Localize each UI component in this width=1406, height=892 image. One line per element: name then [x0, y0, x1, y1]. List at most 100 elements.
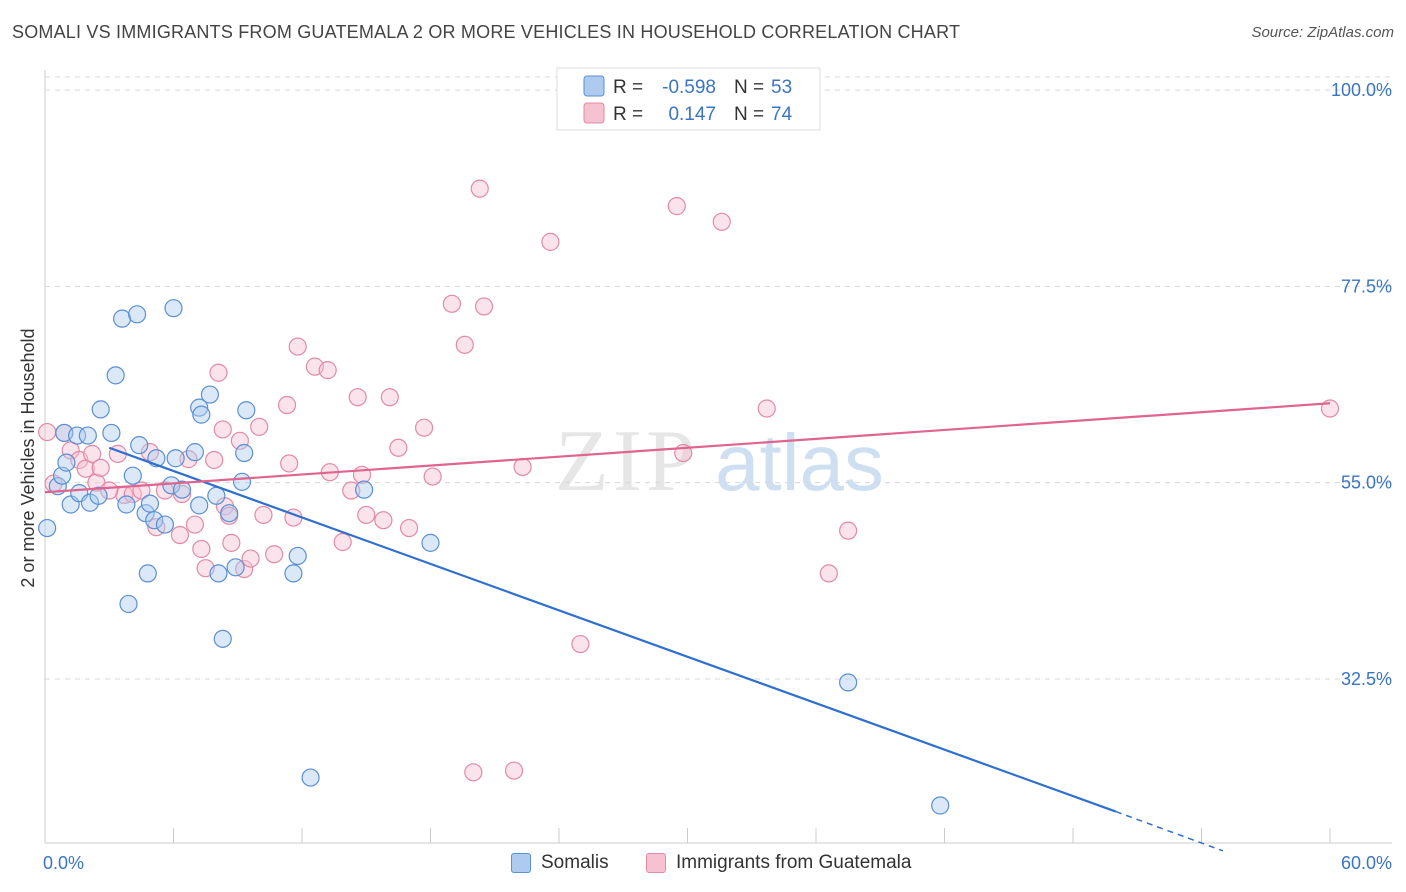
somali-point [130, 436, 149, 455]
guatemala-point [38, 422, 57, 442]
guatemala-point [1320, 399, 1340, 418]
guatemala-point [757, 399, 776, 418]
legend-swatch-somalis [583, 75, 605, 97]
guatemala-point [839, 521, 858, 540]
guatemala-point [819, 564, 838, 583]
somali-point [38, 518, 57, 538]
guatemala-point [280, 454, 299, 473]
guatemala-point [399, 518, 419, 538]
somali-point [284, 564, 303, 583]
legend-n-label-1: N = [734, 77, 764, 98]
somali-point [117, 495, 136, 514]
guatemala-point [254, 505, 273, 525]
guatemala-point [213, 420, 232, 439]
watermark-atlas: atlas [715, 418, 884, 507]
somali-point [162, 476, 181, 495]
y-tick-label: 77.5% [1341, 276, 1392, 296]
guatemala-point [288, 337, 307, 356]
somali-point [232, 472, 252, 491]
guatemala-point [179, 450, 198, 469]
guatemala-point [541, 232, 560, 251]
guatemala-point [357, 505, 376, 525]
guatemala-point [318, 361, 337, 380]
guatemala-point [380, 388, 399, 407]
somali-point [288, 546, 307, 566]
legend-n-value-1: 53 [771, 77, 792, 98]
somali-point [127, 305, 147, 324]
somali-point [192, 405, 211, 424]
somali-point [209, 564, 228, 583]
somali-point [155, 515, 175, 534]
guatemala-point [185, 515, 205, 534]
somali-point [140, 494, 160, 513]
somali-point [355, 480, 374, 499]
chart-source: Source: ZipAtlas.com [1251, 24, 1394, 41]
y-tick-label: 55.0% [1341, 473, 1392, 493]
guatemala-point [241, 549, 260, 568]
legend-swatch-somalis-bottom [511, 853, 531, 873]
guatemala-point [423, 467, 442, 486]
guatemala-point [455, 335, 474, 354]
somali-point [207, 486, 226, 505]
guatemala-point [277, 395, 297, 415]
somali-point [102, 423, 121, 443]
x-tick-label-min: 0.0% [43, 853, 84, 873]
watermark-zip: ZIP [555, 413, 699, 510]
correlation-legend: R = -0.598 N = 53 R = 0.147 N = 74 [556, 67, 821, 131]
series-legend: Somalis Immigrants from Guatemala [0, 850, 1406, 880]
grid [45, 76, 1392, 680]
somali-point [220, 504, 239, 523]
guatemala-point [83, 444, 102, 463]
y-tick-labels: 32.5% 55.0% 77.5% 100.0% [1331, 80, 1392, 689]
y-tick-label: 100.0% [1331, 80, 1392, 100]
legend-swatch-guatemala-bottom [646, 853, 666, 873]
somali-point [123, 466, 142, 485]
chart-title: SOMALI VS IMMIGRANTS FROM GUATEMALA 2 OR… [12, 22, 961, 42]
somali-point [145, 511, 164, 530]
somali-point [839, 673, 858, 692]
guatemala-point [474, 297, 494, 316]
somali-point [91, 400, 110, 419]
legend-r-label-2: R = [613, 104, 643, 125]
somali-point [213, 629, 232, 648]
legend-item-somalis: Somalis [511, 852, 609, 874]
y-axis-label: 2 or more Vehicles in Household [18, 328, 38, 587]
guatemala-point [504, 761, 524, 780]
somali-point [57, 453, 76, 472]
guatemala-point [265, 545, 284, 564]
x-tick-label-max: 60.0% [1341, 853, 1392, 873]
guatemala-point [209, 363, 228, 382]
somali-point [235, 443, 254, 463]
somali-point [89, 486, 108, 505]
guatemala-point [91, 458, 110, 477]
somali-point [237, 401, 256, 420]
legend-n-label-2: N = [734, 104, 764, 125]
somali-point [190, 398, 209, 417]
guatemala-point [571, 634, 590, 654]
guatemala-point [250, 417, 269, 436]
guatemala-point [192, 539, 211, 559]
legend-r-label-1: R = [613, 77, 643, 98]
guatemala-point [205, 450, 224, 470]
somali-point [301, 768, 320, 787]
guatemala-point [222, 533, 241, 552]
guatemala-point [513, 457, 532, 477]
somali-point [200, 385, 220, 404]
somali-point [138, 564, 157, 583]
guatemala-point [389, 438, 408, 457]
legend-item-guatemala: Immigrants from Guatemala [646, 852, 911, 874]
legend-label-somalis: Somalis [541, 852, 609, 873]
guatemala-point [442, 294, 462, 313]
somali-point [164, 299, 183, 318]
legend-n-value-2: 74 [771, 104, 793, 125]
somali-point [78, 426, 97, 445]
somali-point [185, 443, 205, 462]
guatemala-point [333, 532, 352, 552]
legend-r-value-2: 0.147 [668, 104, 716, 125]
guatemala-point [667, 197, 686, 216]
guatemala-point [414, 418, 434, 437]
y-tick-label: 32.5% [1341, 669, 1392, 689]
guatemala-point [712, 212, 731, 231]
somali-point [172, 480, 192, 499]
